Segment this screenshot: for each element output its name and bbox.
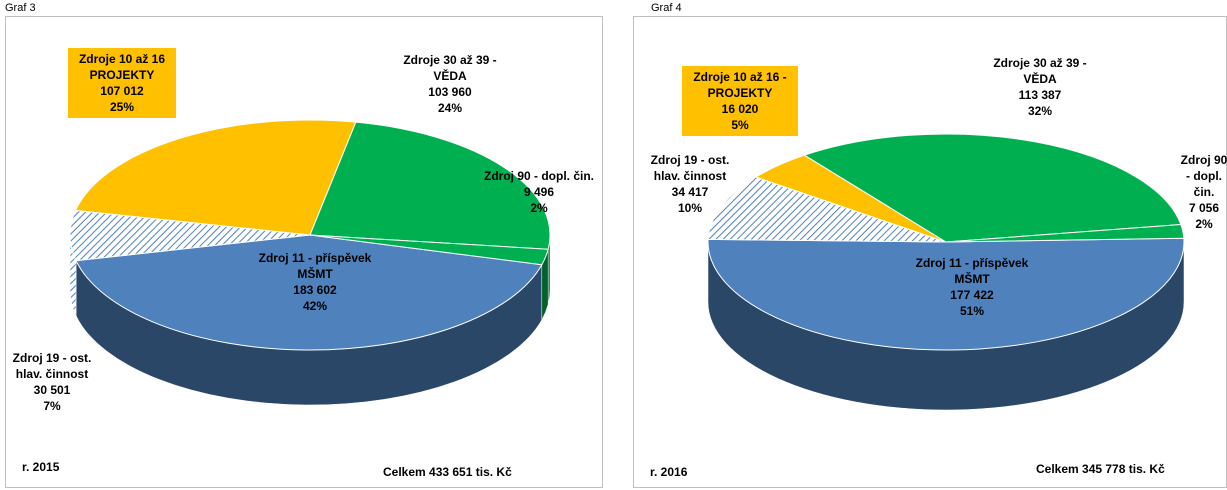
- chart-caption: Graf 3: [5, 2, 36, 14]
- slice-value: 113 387: [1018, 88, 1062, 102]
- slice-percent: 32%: [1027, 104, 1053, 118]
- slice-percent: 25%: [109, 100, 135, 114]
- slice-value: 103 960: [428, 85, 472, 99]
- slice: [803, 133, 1182, 243]
- slice: [75, 234, 543, 351]
- slice-name: Zdroj 11 - příspěvek MŠMT: [915, 256, 1029, 286]
- slice-name: Zdroj 19 - ost. hlav. činnost: [650, 153, 730, 183]
- slice-name: Zdroje 30 až 39 - VĚDA: [993, 56, 1087, 86]
- slice-name: Zdroje 10 až 16 PROJEKTY: [78, 52, 166, 82]
- slice-label: Zdroj 90 - dopl. čin. 7 056 2%: [1178, 152, 1227, 232]
- slice-label: Zdroje 10 až 16 - PROJEKTY 16 020 5%: [682, 66, 798, 136]
- slice-label: Zdroje 30 až 39 - VĚDA 113 387 32%: [980, 55, 1100, 119]
- slice-name: Zdroj 11 - příspěvek MŠMT: [258, 251, 372, 281]
- chart-frame: [5, 16, 603, 488]
- slice-label: Zdroj 11 - příspěvek MŠMT 177 422 51%: [912, 255, 1032, 319]
- slice-label: Zdroje 30 až 39 - VĚDA 103 960 24%: [390, 52, 510, 116]
- year-label: r. 2016: [650, 465, 688, 479]
- slice-label: Zdroj 11 - příspěvek MŠMT 183 602 42%: [255, 250, 375, 314]
- slice-label: Zdroj 90 - dopl. čin. 9 496 2%: [480, 168, 598, 216]
- total-label: Celkem 345 778 tis. Kč: [1036, 462, 1165, 476]
- slice-value: 183 602: [293, 283, 337, 297]
- slice: [74, 119, 357, 236]
- slice: [69, 209, 311, 262]
- chart-caption: Graf 4: [651, 2, 682, 14]
- slice-value: 16 020: [721, 102, 759, 116]
- slice-name: Zdroje 10 až 16 - PROJEKTY: [693, 70, 787, 100]
- slice-percent: 24%: [437, 101, 463, 115]
- slice-percent: 42%: [302, 299, 328, 313]
- slice-label: Zdroje 10 až 16 PROJEKTY 107 012 25%: [68, 48, 176, 118]
- slice-value: 9 496: [523, 185, 555, 199]
- slice-label: Zdroj 19 - ost. hlav. činnost 34 417 10%: [640, 152, 740, 216]
- total-label: Celkem 433 651 tis. Kč: [383, 465, 512, 479]
- slice-value: 34 417: [671, 185, 709, 199]
- slice-percent: 10%: [677, 201, 703, 215]
- slice-percent: 2%: [530, 201, 548, 215]
- slice-percent: 7%: [43, 399, 61, 413]
- year-label: r. 2015: [22, 460, 60, 474]
- slice: [309, 121, 551, 250]
- slice-name: Zdroj 19 - ost. hlav. činnost: [12, 351, 92, 381]
- slice: [945, 224, 1185, 243]
- slice-name: Zdroj 90 - dopl. čin.: [1180, 153, 1227, 199]
- slice-percent: 5%: [731, 118, 749, 132]
- slice-value: 30 501: [33, 383, 71, 397]
- slice-value: 177 422: [950, 288, 994, 302]
- slice-label: Zdroj 19 - ost. hlav. činnost 30 501 7%: [2, 350, 102, 414]
- slice-value: 107 012: [100, 84, 144, 98]
- slice-percent: 2%: [1195, 217, 1213, 231]
- slice: [309, 234, 549, 266]
- slice-percent: 51%: [959, 304, 985, 318]
- slice-value: 7 056: [1188, 201, 1220, 215]
- slice-name: Zdroj 90 - dopl. čin.: [483, 169, 594, 183]
- slice-name: Zdroje 30 až 39 - VĚDA: [403, 53, 497, 83]
- slice: [707, 237, 1185, 351]
- slice: [707, 176, 947, 243]
